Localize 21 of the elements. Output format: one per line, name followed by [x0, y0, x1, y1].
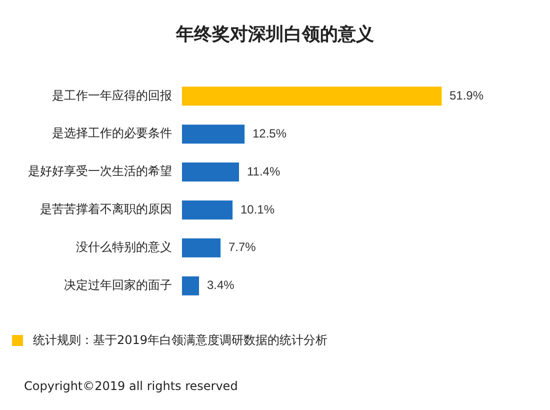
text: 统计规则：基于2019年白领满意度调研数据的统计分析 — [33, 332, 328, 349]
data-label: 3.4% — [207, 278, 235, 292]
data-label: 12.5% — [252, 126, 287, 140]
y-tick-label: 没什么特别的意义 — [76, 240, 172, 254]
bar — [182, 276, 199, 296]
data-label: 11.4% — [247, 164, 280, 178]
y-tick-label: 是苦苦撑着不离职的原因 — [40, 202, 172, 216]
bar — [182, 238, 220, 258]
y-tick-label: 是选择工作的必要条件 — [52, 126, 172, 140]
bar — [182, 200, 232, 220]
text: Copyright©2019 all rights reserved — [24, 379, 239, 393]
bar — [182, 124, 244, 144]
data-label: 10.1% — [240, 202, 275, 216]
y-tick-label: 是好好享受一次生活的希望 — [28, 164, 172, 178]
data-label: 7.7% — [228, 240, 256, 254]
chart-title: 年终奖对深圳白领的意义 — [174, 23, 375, 46]
data-label: 51.9% — [450, 88, 484, 102]
bar — [182, 86, 442, 106]
y-tick-label: 决定过年回家的面子 — [64, 278, 172, 292]
y-tick-label: 是工作一年应得的回报 — [52, 88, 172, 102]
bar — [182, 162, 239, 182]
